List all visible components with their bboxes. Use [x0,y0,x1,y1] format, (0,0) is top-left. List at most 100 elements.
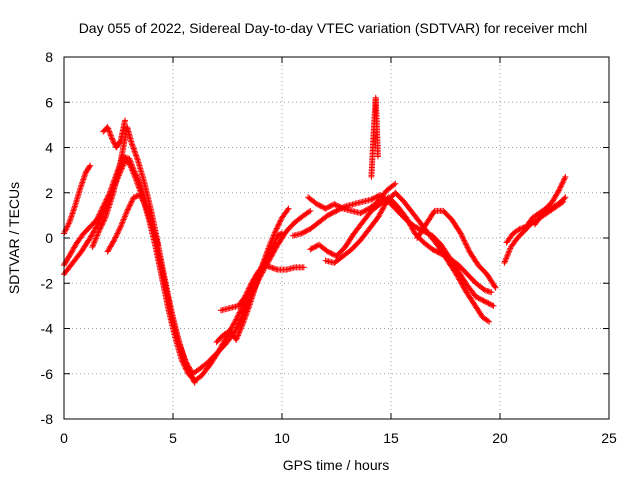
track-point [277,218,284,225]
track-point [160,271,167,278]
track-point [62,259,69,266]
track-point [389,182,396,189]
track-point [473,259,480,266]
track-point [78,233,85,240]
track-point [154,240,161,247]
track-point [401,212,408,219]
track-point [184,363,191,370]
track-point [457,277,464,284]
track-point [90,229,97,236]
track-point [129,141,136,148]
track-point [267,241,274,248]
track-point [357,221,364,228]
track-point [180,353,187,360]
track-point [434,241,441,248]
track-point [147,206,154,213]
track-point [117,225,124,232]
track-point [347,207,354,214]
track-point [141,201,148,208]
track-point [264,246,271,253]
track-point [110,139,117,146]
track-point [89,242,96,249]
track-point [559,179,566,186]
track-point [480,286,487,293]
track-point [132,171,139,178]
track-point [132,149,139,156]
track-point [116,139,123,146]
track-point [87,233,94,240]
track-point [242,292,249,299]
track-point [276,220,283,227]
track-point [243,309,250,316]
track-point [185,366,192,373]
track-point [458,280,465,287]
track-point [486,288,493,295]
track-point [124,206,131,213]
track-point [94,215,101,222]
track-point [271,248,278,255]
track-point [337,204,344,211]
track-point [191,378,198,385]
track-point [122,212,129,219]
track-point [193,368,200,375]
track-point [243,289,250,296]
data-point [117,223,124,230]
track-point [238,323,245,330]
track-point [380,205,387,212]
track-point [167,303,174,310]
track-point [96,226,103,233]
track-point [182,357,189,364]
track-point [464,244,471,251]
track-point [237,326,244,333]
track-point [120,216,127,223]
track-point [284,206,291,213]
track-point [233,324,240,331]
track-point [416,218,423,225]
track-point [558,182,565,189]
track-point [188,372,195,379]
track-point [275,221,282,228]
track-point [311,199,318,206]
track-point [446,214,453,221]
track-point [72,242,79,249]
track-point [273,225,280,232]
track-point [173,330,180,337]
track-point [260,257,267,264]
track-point [91,238,98,245]
track-point [243,291,250,298]
track-point [463,243,470,250]
track-point [273,244,280,251]
track-point [96,210,103,217]
track-point [121,118,128,125]
track-point [561,176,568,183]
track-point [460,236,467,243]
track-point [483,316,490,323]
track-point [489,302,496,309]
track-point [270,249,277,256]
y-tick-label: -4 [41,321,54,337]
track-point [99,220,106,227]
track-point [264,248,271,255]
track-point [233,325,240,332]
track-point [182,359,189,366]
track-point [142,202,149,209]
track-point [425,230,432,237]
track-point [289,221,296,228]
track-point [68,249,75,256]
track-point [381,190,388,197]
track-point [553,191,560,198]
track-point [460,284,467,291]
data-point [265,244,272,251]
track-point [104,195,111,202]
track-point [100,201,107,208]
track-point [76,251,83,258]
track-point [237,306,244,313]
track-point [457,279,464,286]
track-point [376,211,383,218]
track-point [329,259,336,266]
track-point [64,255,71,262]
track-point [398,196,405,203]
track-point [224,329,231,336]
track-point [135,176,142,183]
track-point [271,247,278,254]
